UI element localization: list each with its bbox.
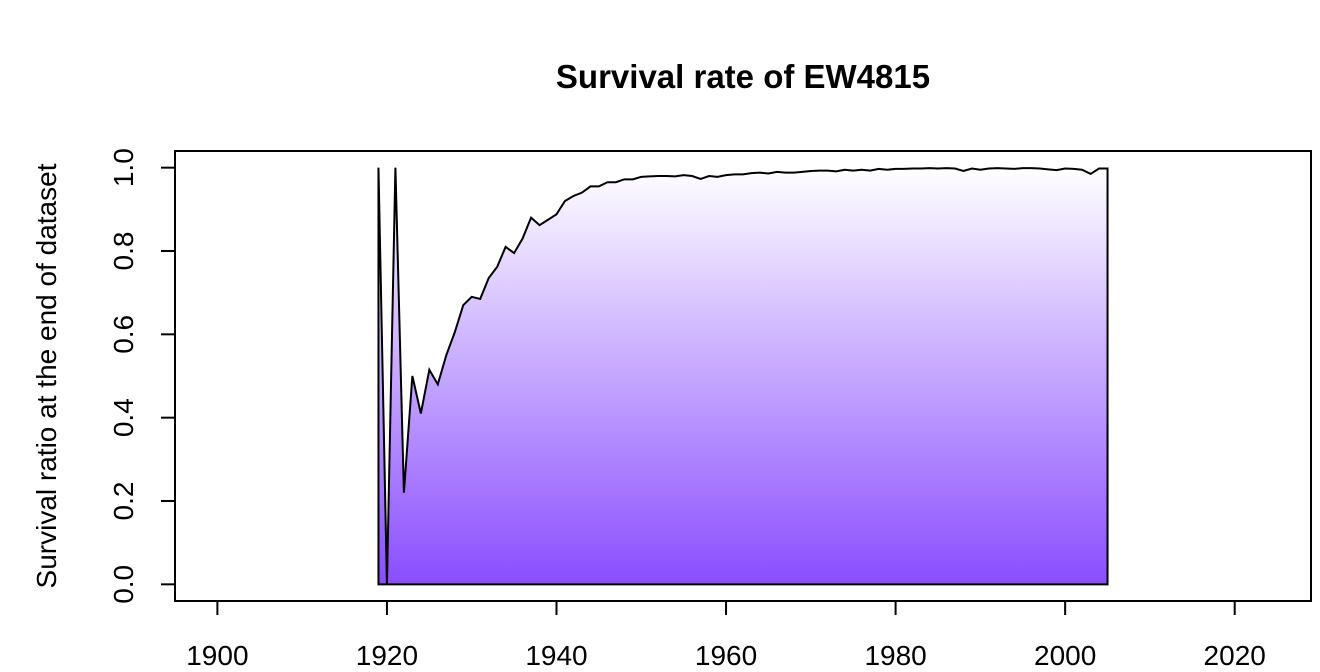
x-axis: 1900 1920 1940 1960 1980 2000 2020 bbox=[186, 600, 1266, 671]
y-tick-label: 0.4 bbox=[108, 398, 139, 437]
y-tick-label: 0.8 bbox=[108, 232, 139, 271]
y-tick-label: 0.2 bbox=[108, 482, 139, 521]
x-tick-label: 1980 bbox=[864, 640, 926, 671]
plot-area bbox=[174, 150, 1312, 602]
y-tick-label: 1.0 bbox=[108, 148, 139, 187]
x-tick-label: 1900 bbox=[186, 640, 248, 671]
x-tick-label: 1960 bbox=[695, 640, 757, 671]
x-tick-label: 2000 bbox=[1034, 640, 1096, 671]
y-tick-label: 0.6 bbox=[108, 315, 139, 354]
x-tick-label: 1920 bbox=[356, 640, 418, 671]
y-axis-label: Survival ratio at the end of dataset bbox=[31, 163, 62, 588]
survival-area-fill bbox=[378, 167, 1108, 585]
survival-area-outline bbox=[377, 167, 1109, 586]
y-axis: 0.0 0.2 0.4 0.6 0.8 1.0 bbox=[108, 148, 176, 604]
chart-title: Survival rate of EW4815 bbox=[556, 58, 930, 95]
x-tick-label: 2020 bbox=[1204, 640, 1266, 671]
x-tick-label: 1940 bbox=[525, 640, 587, 671]
y-tick-label: 0.0 bbox=[108, 565, 139, 604]
